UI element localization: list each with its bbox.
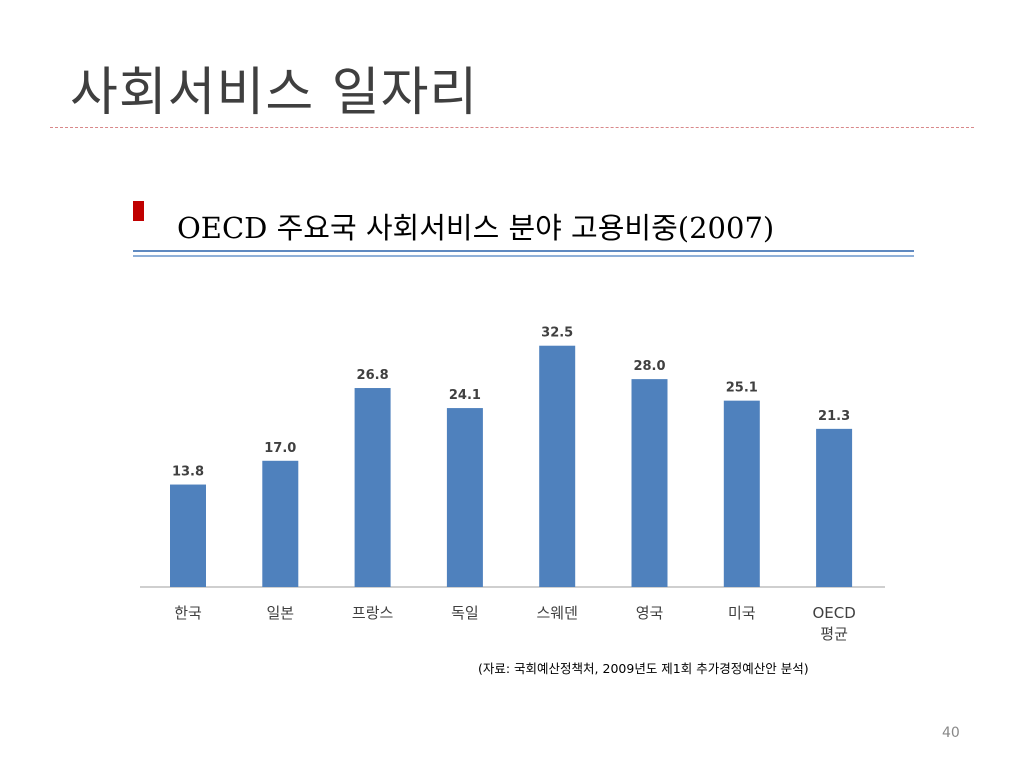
subtitle-rule-top (133, 250, 914, 252)
bar (816, 428, 853, 587)
bar-chart: 13.8 한국 17.0 일본 26.8 프랑스 24.1 독일 32.5 스웨덴 28.0 영국 25… (140, 326, 885, 643)
subtitle-rule-bottom (133, 255, 914, 257)
data-label: 21.3 (818, 409, 850, 424)
category-label: 미국 (728, 604, 756, 622)
category-label: 독일 (451, 604, 479, 622)
category-label: 스웨덴 (536, 604, 577, 622)
slide-title: 사회서비스 일자리 (70, 63, 479, 123)
data-label: 32.5 (541, 326, 573, 341)
data-label: 24.1 (449, 388, 481, 403)
category-label: OECD (812, 604, 855, 622)
title-divider (50, 127, 974, 128)
category-label: 일본 (266, 604, 294, 622)
data-label: 28.0 (633, 359, 665, 374)
data-label: 26.8 (357, 368, 389, 383)
bar (170, 484, 206, 587)
data-label: 25.1 (726, 381, 758, 396)
bar (262, 460, 299, 587)
bullet-marker (133, 201, 144, 221)
data-label: 13.8 (172, 465, 204, 480)
category-label: 프랑스 (352, 604, 394, 622)
source-note: (자료: 국회예산정책처, 2009년도 제1회 추가경정예산안 분석) (478, 661, 809, 676)
data-label: 17.0 (264, 441, 296, 456)
bar (354, 388, 391, 587)
bar (446, 408, 483, 587)
category-label: 평균 (820, 625, 848, 643)
category-label: 한국 (174, 604, 202, 622)
bar (539, 345, 576, 587)
chart-subtitle: OECD 주요국 사회서비스 분야 고용비중(2007) (177, 211, 775, 245)
page-number: 40 (942, 725, 960, 741)
bar (723, 400, 760, 587)
bar (631, 379, 668, 587)
category-label: 영국 (636, 604, 664, 622)
